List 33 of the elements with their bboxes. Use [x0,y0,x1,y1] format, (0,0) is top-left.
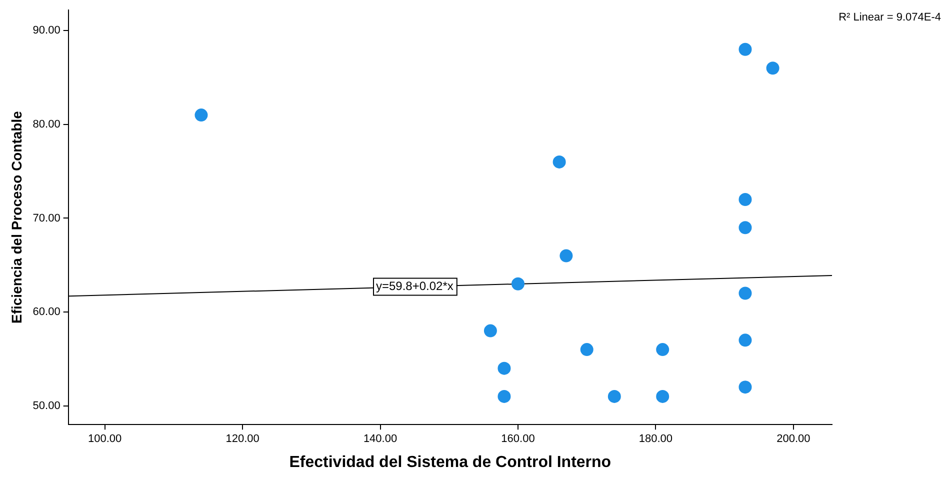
x-tick-label: 100.00 [88,433,122,446]
x-tick-label: 160.00 [501,433,535,446]
x-tick-label: 180.00 [638,433,673,446]
point [738,286,752,300]
x-tick-label: 120.00 [226,433,260,446]
point [484,324,497,338]
annotation: y=59.8+0.02*x [376,279,454,294]
point [738,380,752,394]
point [560,249,573,262]
y-tick-label: 90.00 [32,24,60,37]
point [608,390,621,403]
y-tick-label: 80.00 [32,118,60,130]
y-tick-label: 60.00 [32,306,60,318]
point [656,390,670,403]
point [738,221,752,234]
x-axis-title: Efectividad del Sistema de Control Interno [289,454,612,471]
point [580,343,594,356]
point [552,155,566,168]
point [511,277,524,290]
point [498,390,511,403]
point [194,108,208,122]
x-tick-label: 140.00 [363,433,398,446]
y-tick-label: 50.00 [32,400,60,412]
x-tick-label: 200.00 [776,433,810,446]
point [738,42,752,56]
point [738,334,752,347]
y-axis-title: Eficiencia del Proceso Contable [8,110,24,324]
text: R² Linear = 9.074E-4 [838,12,941,24]
point [656,343,670,356]
point [498,362,511,375]
y-tick-label: 70.00 [32,212,60,224]
point [738,192,752,206]
point [766,62,780,75]
